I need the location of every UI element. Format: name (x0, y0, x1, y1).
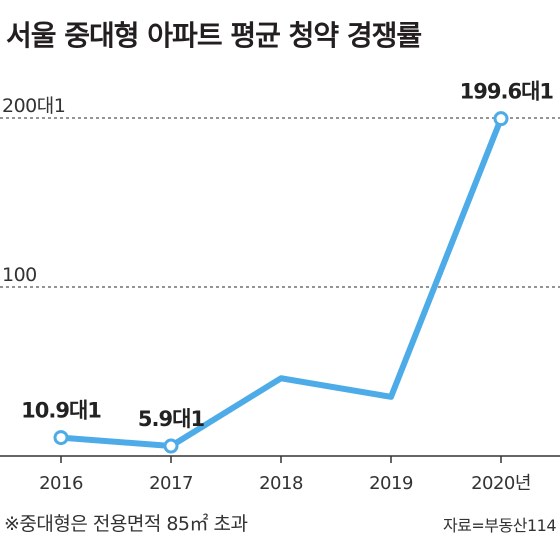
footnote: ※중대형은 전용면적 85㎡ 초과 (4, 512, 248, 535)
x-tick-labels: 2016 2017 2018 2019 2020년 (39, 456, 531, 494)
y-tick-label: 100 (2, 264, 37, 286)
data-label: 199.6대1 (460, 80, 554, 104)
x-tick-label: 2017 (149, 473, 193, 494)
chart-title: 서울 중대형 아파트 평균 청약 경쟁률 (6, 19, 421, 52)
y-tick-label: 200대1 (2, 95, 65, 117)
x-tick-label: 2020년 (471, 473, 531, 494)
series-line (58, 115, 504, 450)
data-labels: 10.9대1 5.9대1 199.6대1 (21, 80, 554, 431)
data-label: 10.9대1 (21, 399, 101, 423)
y-tick-labels: 200대1 100 (2, 95, 66, 286)
x-tick-label: 2019 (369, 473, 413, 494)
data-markers (53, 111, 509, 454)
x-tick-label: 2018 (259, 473, 303, 494)
data-point-marker (53, 430, 69, 446)
data-label: 5.9대1 (138, 407, 205, 431)
data-point-marker (163, 438, 179, 454)
grid-lines (0, 117, 560, 288)
x-tick-label: 2016 (39, 473, 83, 494)
source-label: 자료=부동산114 (443, 516, 556, 535)
data-point-marker (493, 111, 509, 127)
